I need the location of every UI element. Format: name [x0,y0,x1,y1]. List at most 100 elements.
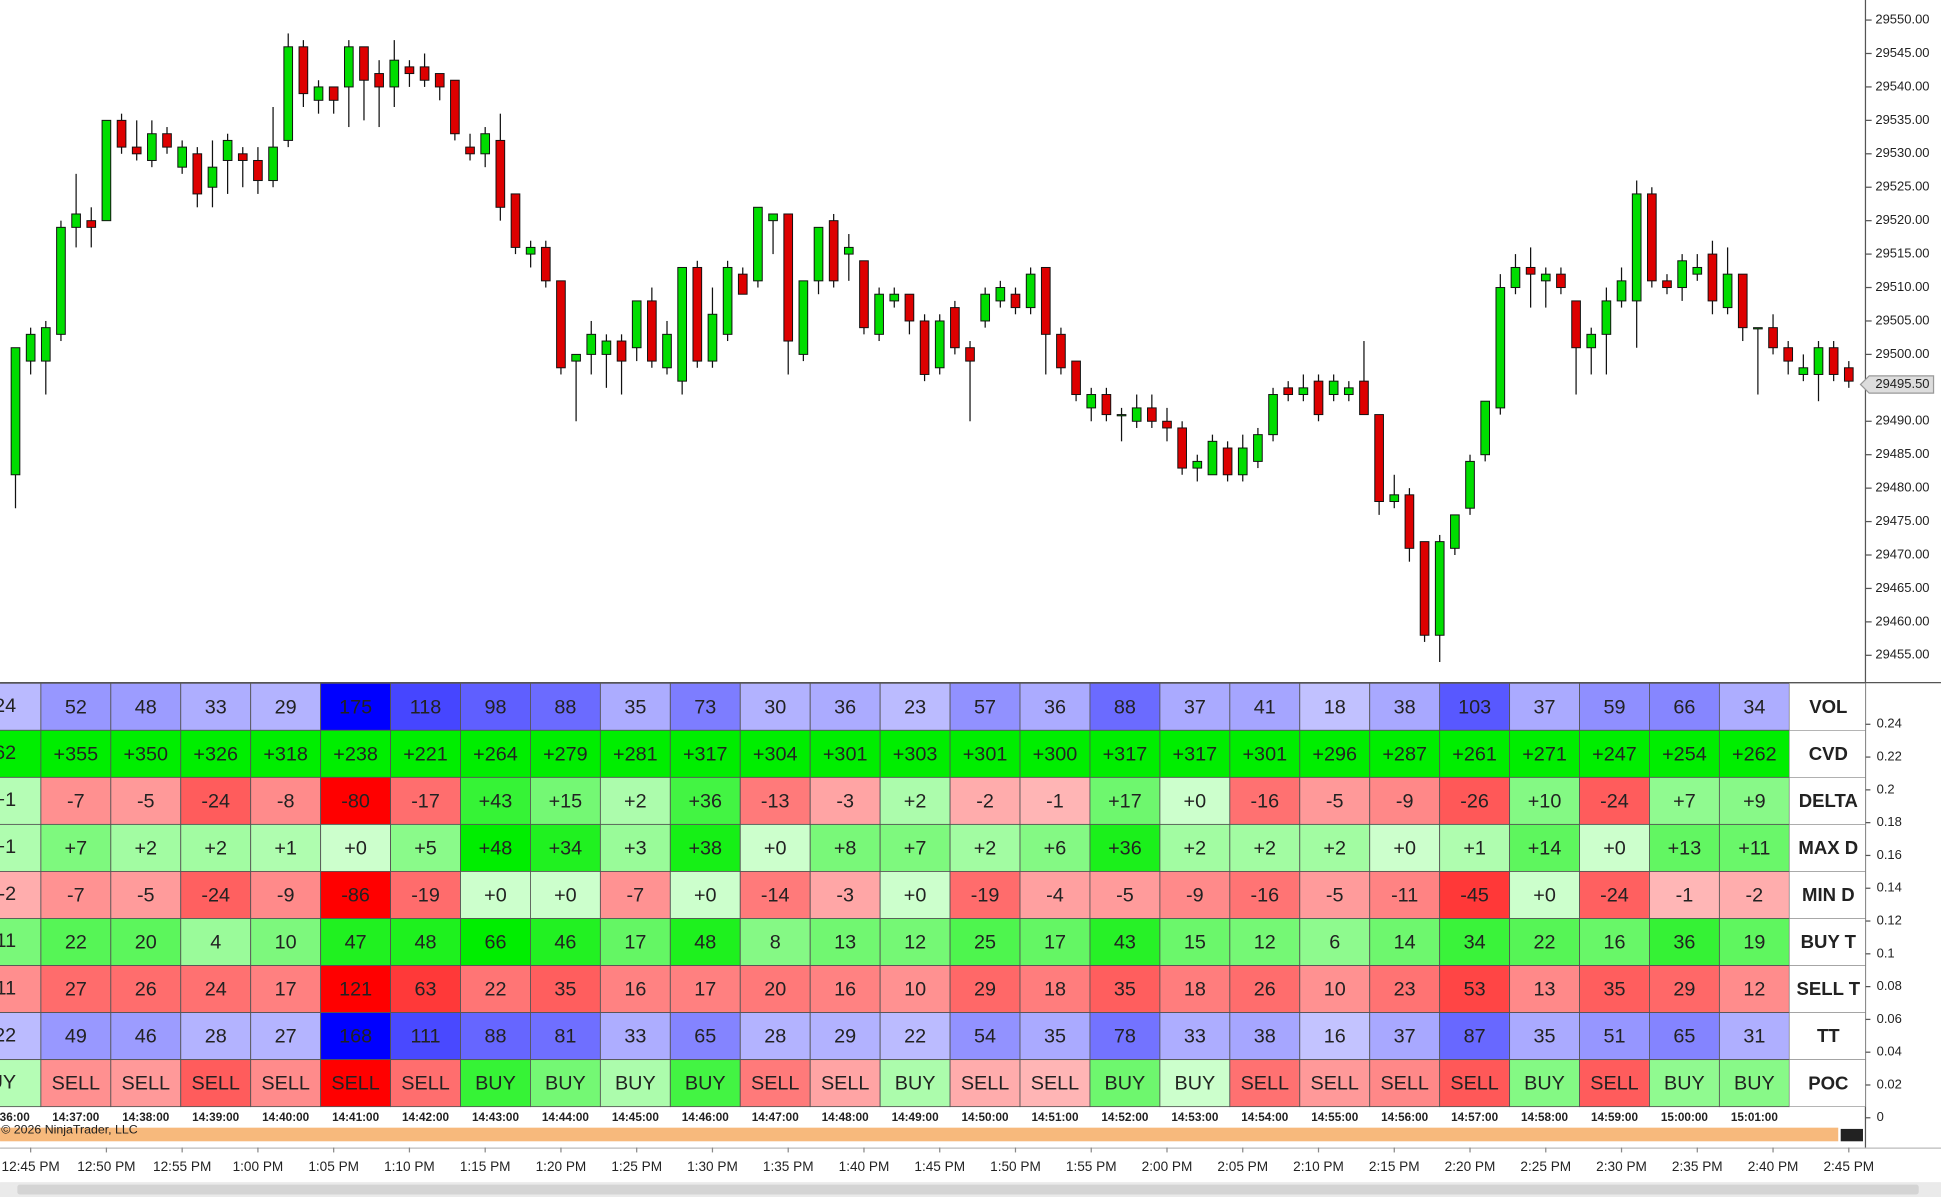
x-tick-label: 2:35 PM [1672,1159,1723,1174]
candle-body [1374,414,1384,503]
column-time: 15:01:00 [1731,1111,1778,1124]
cell-text: 20 [135,931,157,953]
cell-text: 48 [135,696,157,718]
table-cell [1299,682,1371,731]
cell-text: +9 [1743,790,1766,812]
cell-text: 81 [554,1026,576,1048]
candle-body [1843,367,1854,382]
cell-text: 49 [65,1026,87,1048]
table-cell [390,1059,461,1108]
table-cell [1089,918,1161,966]
table-cell [599,776,671,825]
cell-text: -80 [341,790,370,812]
candle-body [162,133,172,148]
table-cell [320,1059,392,1108]
table-cell [949,918,1021,966]
table-cell [669,871,741,919]
cell-text: 17 [624,931,646,953]
table-cell [0,965,42,1013]
cell-text: 34 [1464,931,1486,953]
cell-text: -5 [1116,884,1134,906]
cell-text: 33 [1184,1026,1206,1048]
cell-text: 8 [770,931,781,953]
candle-body [828,220,839,282]
table-cell [1439,965,1511,1013]
x-tick-label: 2:10 PM [1293,1159,1344,1174]
cell-text: 35 [1044,1026,1066,1048]
cell-text: +221 [403,743,448,765]
candle-body [268,146,278,182]
table-cell [460,871,531,919]
candle-body [1086,394,1097,409]
table-cell [809,1059,881,1108]
cell-text: +34 [549,837,583,859]
candle-body [1692,266,1703,275]
cell-text: 10 [1324,979,1346,1001]
cell-text: 87 [1464,1026,1486,1048]
cell-text: +36 [1108,837,1142,859]
cell-text: 73 [694,696,716,718]
cell-text: UY [0,1071,16,1093]
column-time: 14:51:00 [1031,1111,1078,1124]
candle-body [753,206,763,282]
candle-body [919,320,930,375]
table-cell [180,1059,252,1108]
cell-text: -17 [411,790,440,812]
table-cell [0,918,42,966]
table-cell [1649,1059,1720,1108]
column-time: 14:42:00 [402,1111,449,1124]
table-cell [1509,965,1580,1013]
table-cell [669,776,741,825]
cell-text: +8 [834,837,857,859]
cell-text: 26 [135,979,157,1001]
candle-body [980,293,991,322]
scrollbar-thumb[interactable] [17,1184,1919,1195]
table-cell [1229,1012,1301,1061]
cell-text: 35 [554,979,576,1001]
cell-text: 63 [415,979,437,1001]
candle-body [510,193,521,248]
axes: 29550.00 29545.00 29540.00 29535.00 29530.00… [2,11,1935,1174]
table-cell [809,682,881,731]
cell-text: -5 [1326,790,1344,812]
candle-body [1298,387,1309,396]
table-cell [180,965,252,1013]
table-cell [1089,1012,1161,1061]
candle-body [374,73,384,88]
cell-text: 37 [1184,696,1206,718]
cell-text: +2 [204,837,227,859]
candle-body [1540,273,1551,282]
table-cell [1649,682,1720,731]
y2-tick-label: 0.16 [1877,847,1902,862]
table-cell [40,918,112,966]
cell-text: -16 [1250,790,1279,812]
table-cell [1299,1012,1371,1061]
cell-text: 18 [1184,979,1206,1001]
y-tick-label: 29535.00 [1875,112,1929,127]
cell-text: +262 [1732,743,1777,765]
cell-text: 46 [554,931,576,953]
table-cell [1579,1059,1650,1108]
row-label: BUY T [1801,931,1857,952]
x-tick-label: 2:20 PM [1445,1159,1496,1174]
table-cell [180,871,252,919]
table-cell [390,823,461,872]
cell-text: 35 [1114,979,1136,1001]
cell-text: 6 [1329,931,1340,953]
candle-body [1389,494,1400,503]
cell-text: 52 [65,696,87,718]
cell-text: 16 [1603,931,1625,953]
row-label: CVD [1809,743,1848,764]
cell-text: 36 [1673,931,1695,953]
cell-text: 15 [1184,931,1206,953]
candle-body [389,59,400,88]
table-cell [1299,871,1371,919]
table-cell [1159,871,1231,919]
table-cell [1439,871,1511,919]
row-label-cell [1789,1059,1866,1107]
cell-text: 16 [1324,1026,1346,1048]
candle-body [1253,434,1263,462]
table-cell [460,1012,531,1061]
table-cell [949,682,1021,731]
table-cell [879,776,951,825]
